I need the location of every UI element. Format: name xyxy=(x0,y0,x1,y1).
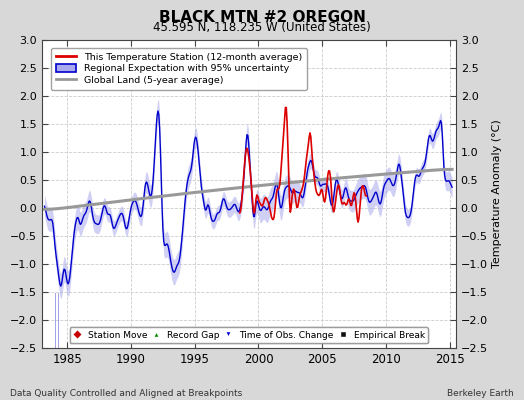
Y-axis label: Temperature Anomaly (°C): Temperature Anomaly (°C) xyxy=(492,120,502,268)
Text: BLACK MTN #2 OREGON: BLACK MTN #2 OREGON xyxy=(159,10,365,25)
Text: Berkeley Earth: Berkeley Earth xyxy=(447,389,514,398)
Legend: Station Move, Record Gap, Time of Obs. Change, Empirical Break: Station Move, Record Gap, Time of Obs. C… xyxy=(70,327,428,344)
Text: 45.595 N, 118.235 W (United States): 45.595 N, 118.235 W (United States) xyxy=(153,21,371,34)
Text: Data Quality Controlled and Aligned at Breakpoints: Data Quality Controlled and Aligned at B… xyxy=(10,389,243,398)
